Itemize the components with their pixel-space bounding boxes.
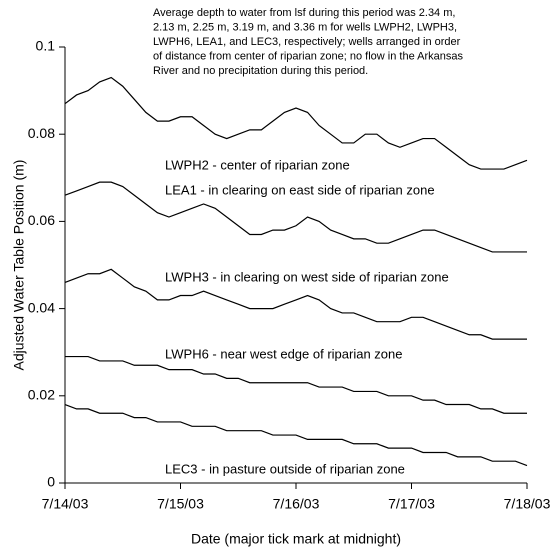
x-tick-label: 7/17/03	[388, 496, 435, 512]
y-tick-label: 0.08	[28, 125, 55, 141]
y-tick-label: 0	[47, 474, 55, 490]
series-line	[64, 76, 528, 170]
annotation: 2.13 m, 2.25 m, 3.19 m, and 3.36 m for w…	[153, 21, 457, 33]
series-label: LEA1 - in clearing on east side of ripar…	[165, 182, 435, 197]
y-axis-label: Adjusted Water Table Position (m)	[11, 160, 27, 371]
y-tick-label: 0.04	[28, 299, 55, 315]
series-line	[64, 268, 527, 340]
series-label: LWPH6 - near west edge of riparian zone	[165, 346, 403, 361]
x-tick-label: 7/14/03	[42, 496, 89, 512]
series-label: LEC3 - in pasture outside of riparian zo…	[165, 461, 405, 476]
x-tick-label: 7/16/03	[273, 496, 320, 512]
y-tick-label: 0.1	[36, 38, 56, 54]
series-line	[64, 403, 528, 467]
series-label: LWPH3 - in clearing on west side of ripa…	[165, 269, 449, 284]
annotation: LWPH6, LEA1, and LEC3, respectively; wel…	[153, 36, 461, 48]
y-tick-label: 0.06	[28, 212, 55, 228]
series-line	[64, 181, 527, 253]
x-axis-label: Date (major tick mark at midnight)	[191, 531, 401, 547]
series-label: LWPH2 - center of riparian zone	[165, 157, 350, 172]
annotation: of distance from center of riparian zone…	[153, 50, 463, 62]
x-tick-label: 7/18/03	[504, 496, 551, 512]
annotation: Average depth to water from lsf during t…	[153, 7, 455, 19]
annotation: River and no precipitation during this p…	[153, 65, 368, 77]
x-tick-label: 7/15/03	[157, 496, 204, 512]
series-line	[65, 355, 527, 414]
y-tick-label: 0.02	[28, 387, 55, 403]
